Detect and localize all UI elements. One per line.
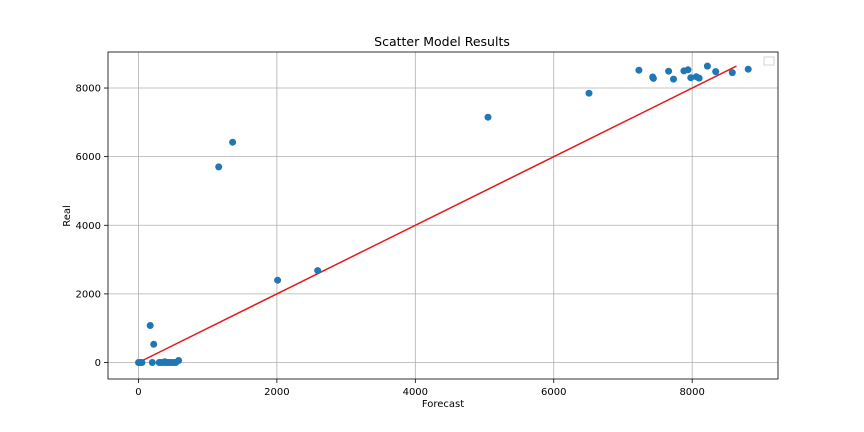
x-tick-label: 2000 <box>264 387 289 398</box>
data-point <box>274 276 282 284</box>
data-point <box>670 75 677 83</box>
data-point <box>585 89 593 97</box>
grid-lines <box>108 52 778 379</box>
x-tick-label: 6000 <box>541 387 566 398</box>
data-point <box>150 340 158 348</box>
y-axis-label: Real <box>62 205 73 227</box>
x-tick-label: 4000 <box>403 387 428 398</box>
data-point <box>728 69 736 77</box>
data-point <box>744 65 752 73</box>
y-tick-label: 0 <box>95 358 101 369</box>
x-tick-label: 8000 <box>679 387 704 398</box>
y-tick-label: 2000 <box>76 289 101 300</box>
chart-title: Scatter Model Results <box>374 34 510 49</box>
y-axis-ticks: 0 2000 4000 6000 8000 <box>76 84 108 369</box>
data-point <box>687 74 695 82</box>
fit-line <box>138 65 737 364</box>
y-tick-label: 6000 <box>76 152 101 163</box>
data-point <box>684 66 692 74</box>
data-point <box>146 322 154 329</box>
x-axis-label: Forecast <box>422 399 464 410</box>
data-point <box>314 267 322 275</box>
data-point <box>215 163 223 171</box>
x-tick-label: 0 <box>135 387 141 398</box>
data-point <box>649 74 657 82</box>
data-point <box>175 357 183 364</box>
data-point <box>695 74 703 82</box>
data-point <box>229 138 237 146</box>
data-point <box>712 68 720 76</box>
data-point <box>148 359 156 366</box>
data-point <box>703 62 711 70</box>
data-point <box>665 67 673 75</box>
y-tick-label: 4000 <box>76 221 101 232</box>
plot-frame <box>107 51 779 380</box>
x-axis-ticks: 0 2000 4000 6000 8000 <box>135 379 705 398</box>
data-point <box>635 66 643 74</box>
legend-box <box>763 56 775 66</box>
data-point <box>484 113 492 121</box>
y-tick-label: 8000 <box>76 84 101 95</box>
fit-line-layer <box>138 65 737 364</box>
scatter-points <box>135 62 752 366</box>
data-point <box>138 359 146 366</box>
